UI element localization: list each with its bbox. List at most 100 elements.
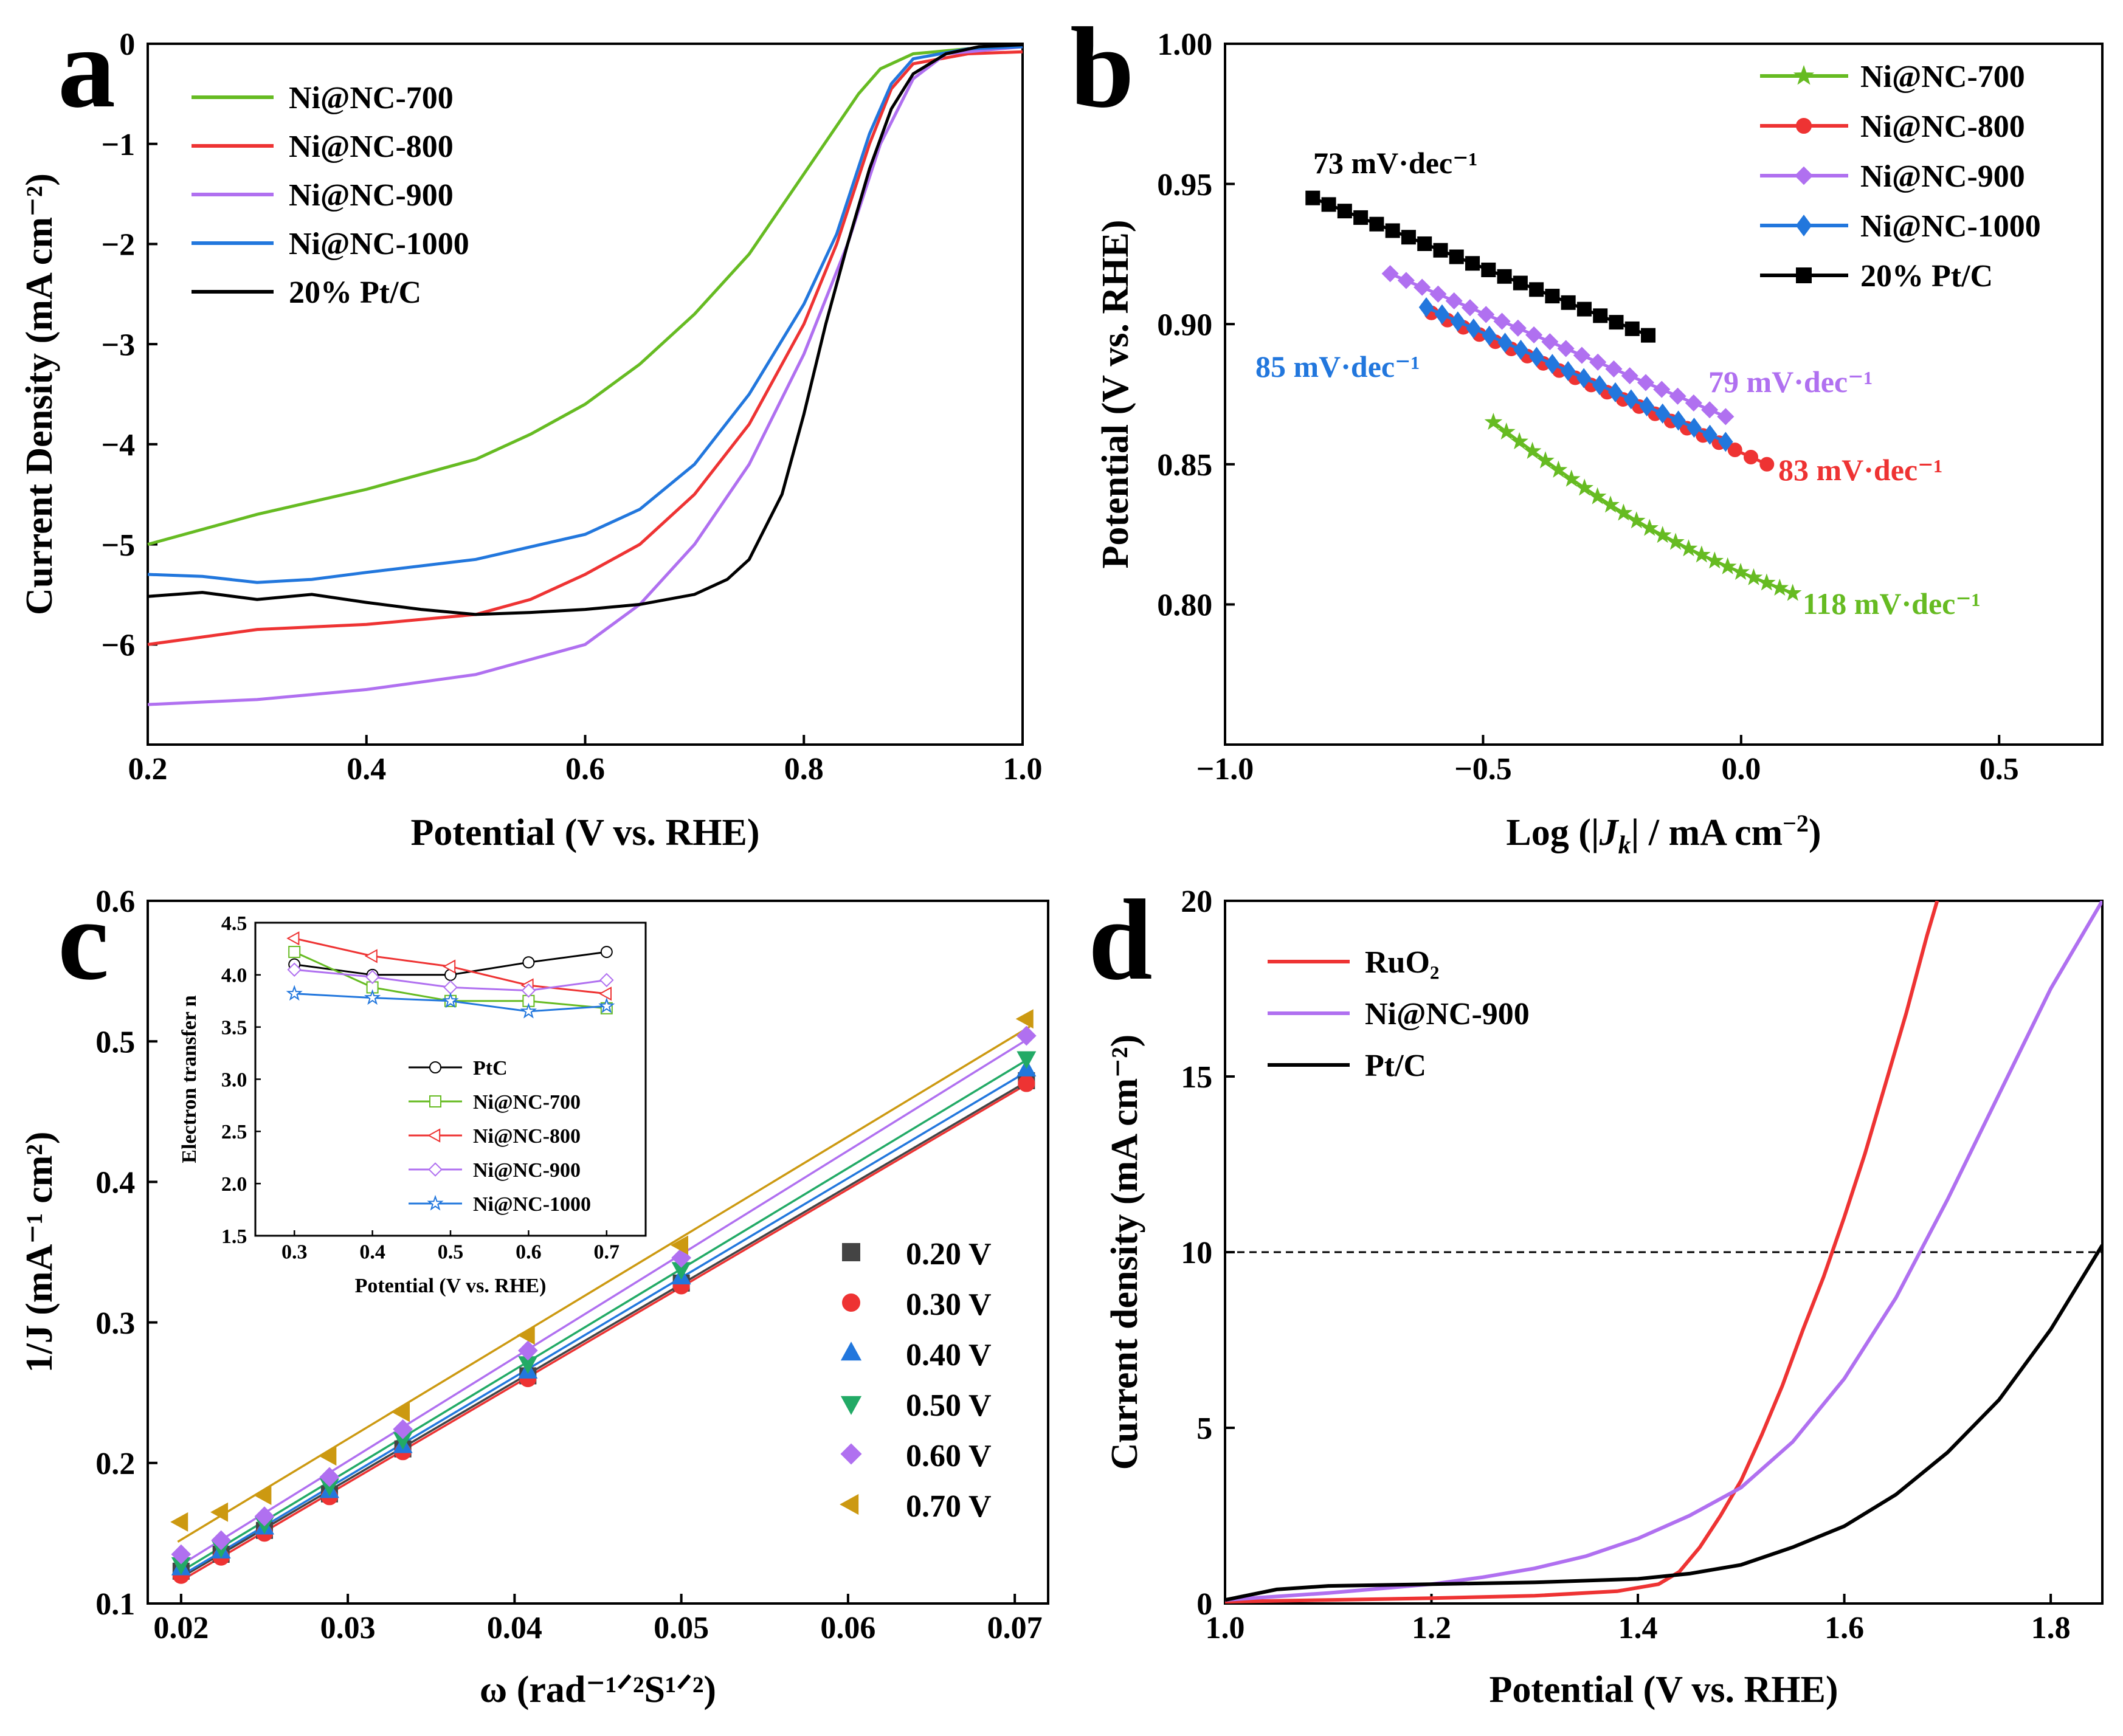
y-tick-label: 0 bbox=[119, 27, 135, 62]
data-point bbox=[1562, 469, 1581, 487]
x-tick-label: 0.2 bbox=[128, 752, 168, 787]
y-tick-label: 3.5 bbox=[221, 1017, 247, 1039]
data-point bbox=[211, 1530, 232, 1551]
data-point bbox=[171, 1544, 192, 1565]
data-point bbox=[1705, 551, 1724, 569]
slope-annotation: 79 mV·dec⁻¹ bbox=[1708, 365, 1873, 399]
data-point bbox=[1381, 265, 1399, 283]
y-tick-label: −1 bbox=[102, 128, 136, 162]
slope-annotation: 118 mV·dec⁻¹ bbox=[1803, 587, 1981, 621]
data-point bbox=[1686, 418, 1702, 438]
data-point bbox=[1621, 367, 1638, 385]
plot-frame bbox=[147, 43, 1024, 746]
series-line-Ni@NC-900 bbox=[1389, 272, 1727, 418]
legend-label: 0.30 V bbox=[906, 1287, 992, 1322]
legend-label: 0.60 V bbox=[906, 1439, 992, 1473]
y-tick-label: −3 bbox=[102, 328, 136, 362]
data-point bbox=[1589, 353, 1607, 371]
panel-b: −1.0 −0.5 0.0 0.5 0.80 0.85 0.90 0.95 1.00 118 mV… bbox=[1070, 4, 2104, 859]
inset-point bbox=[365, 970, 380, 985]
data-point bbox=[1477, 306, 1495, 323]
inset-point bbox=[522, 956, 535, 969]
inset-legend-marker bbox=[427, 1128, 441, 1143]
data-point bbox=[1576, 301, 1592, 317]
x-tick-label: 1.0 bbox=[1206, 1611, 1245, 1645]
data-point bbox=[1497, 269, 1512, 284]
data-point bbox=[319, 1467, 340, 1487]
data-point bbox=[1655, 403, 1670, 424]
x-axis-label: ω (rad⁻¹ᐟ²S¹ᐟ²) bbox=[480, 1669, 716, 1710]
data-point bbox=[1510, 432, 1528, 450]
data-point bbox=[1573, 346, 1590, 364]
data-point bbox=[1545, 289, 1560, 304]
data-point bbox=[1702, 424, 1717, 445]
legend-label: Ni@NC-1000 bbox=[1860, 209, 2041, 244]
y-tick-label: 1.00 bbox=[1157, 27, 1212, 62]
x-tick-label: 0.7 bbox=[594, 1241, 620, 1263]
data-point bbox=[1497, 332, 1513, 353]
y-tick-label: −4 bbox=[102, 428, 136, 463]
inset-y-axis-label: Electron transfer n bbox=[178, 995, 201, 1163]
data-point bbox=[1482, 325, 1497, 346]
legend-marker bbox=[842, 1293, 860, 1312]
fit-line-0.30 V bbox=[177, 1081, 1030, 1584]
y-tick-label: 0.95 bbox=[1157, 168, 1212, 202]
x-tick-label: 0.07 bbox=[987, 1611, 1043, 1645]
data-point bbox=[1641, 328, 1656, 343]
inset-legend-label: Ni@NC-800 bbox=[473, 1125, 581, 1148]
legend-label: 20% Pt/C bbox=[1860, 259, 1993, 294]
data-point bbox=[1497, 422, 1516, 440]
data-point bbox=[1560, 360, 1576, 381]
data-point bbox=[1369, 216, 1384, 232]
data-point bbox=[1493, 312, 1511, 330]
legend-marker bbox=[1794, 166, 1814, 185]
x-tick-label: 1.8 bbox=[2031, 1611, 2071, 1645]
data-point bbox=[1743, 449, 1758, 464]
data-point bbox=[1701, 401, 1719, 419]
data-point bbox=[1669, 387, 1686, 405]
data-point bbox=[1637, 374, 1655, 391]
data-point bbox=[393, 1419, 413, 1439]
series-line-RuO₂ bbox=[1225, 901, 1939, 1603]
data-point bbox=[1623, 389, 1639, 410]
y-tick-label: 0.4 bbox=[95, 1166, 135, 1200]
series-line-Ni@NC-700 bbox=[147, 45, 1023, 546]
data-point bbox=[1592, 375, 1607, 396]
x-tick-label: −0.5 bbox=[1454, 752, 1512, 787]
data-point bbox=[1758, 573, 1776, 591]
inset-point bbox=[521, 983, 536, 998]
data-point bbox=[254, 1506, 275, 1527]
x-tick-label: 0.3 bbox=[281, 1241, 308, 1263]
data-point bbox=[1718, 432, 1733, 452]
data-point bbox=[1337, 204, 1352, 219]
inset-point bbox=[288, 946, 301, 959]
x-axis-label: Potential (V vs. RHE) bbox=[1489, 1669, 1838, 1710]
panel-a: 0.2 0.4 0.6 0.8 1.0 0 −1 −2 −3 −4 −5 −6 Ni@NC-700 Ni@… bbox=[19, 4, 1043, 853]
data-point bbox=[319, 1446, 337, 1466]
x-tick-label: 0.6 bbox=[516, 1241, 542, 1263]
data-point bbox=[1693, 545, 1711, 563]
data-point bbox=[1321, 197, 1336, 212]
y-tick-label: 2.5 bbox=[221, 1121, 247, 1143]
legend-label: Pt/C bbox=[1365, 1049, 1426, 1083]
inset-point bbox=[598, 987, 612, 1001]
panel-d: 1.0 1.2 1.4 1.6 1.8 0 5 10 15 20 RuO₂ Ni@NC-900 Pt/C… bbox=[1088, 877, 2104, 1710]
legend-label: 0.40 V bbox=[906, 1338, 992, 1373]
panel-label: b bbox=[1070, 4, 1134, 132]
legend-label: Ni@NC-900 bbox=[289, 178, 454, 213]
data-point bbox=[517, 1325, 535, 1345]
x-tick-label: 0.4 bbox=[359, 1241, 385, 1263]
legend-label: Ni@NC-900 bbox=[1860, 159, 2025, 194]
inset-legend-label: Ni@NC-700 bbox=[473, 1091, 581, 1114]
inset-point bbox=[600, 946, 613, 959]
data-point bbox=[1016, 1025, 1037, 1046]
data-point bbox=[1561, 295, 1576, 310]
legend-label: Ni@NC-1000 bbox=[289, 227, 469, 261]
inset-point bbox=[286, 985, 303, 1001]
data-point bbox=[1015, 1009, 1034, 1029]
inset-point bbox=[598, 997, 615, 1013]
data-point bbox=[254, 1485, 272, 1505]
data-point bbox=[210, 1502, 229, 1522]
legend-label: RuO₂ bbox=[1365, 945, 1440, 980]
slope-annotation: 73 mV·dec⁻¹ bbox=[1313, 146, 1478, 180]
